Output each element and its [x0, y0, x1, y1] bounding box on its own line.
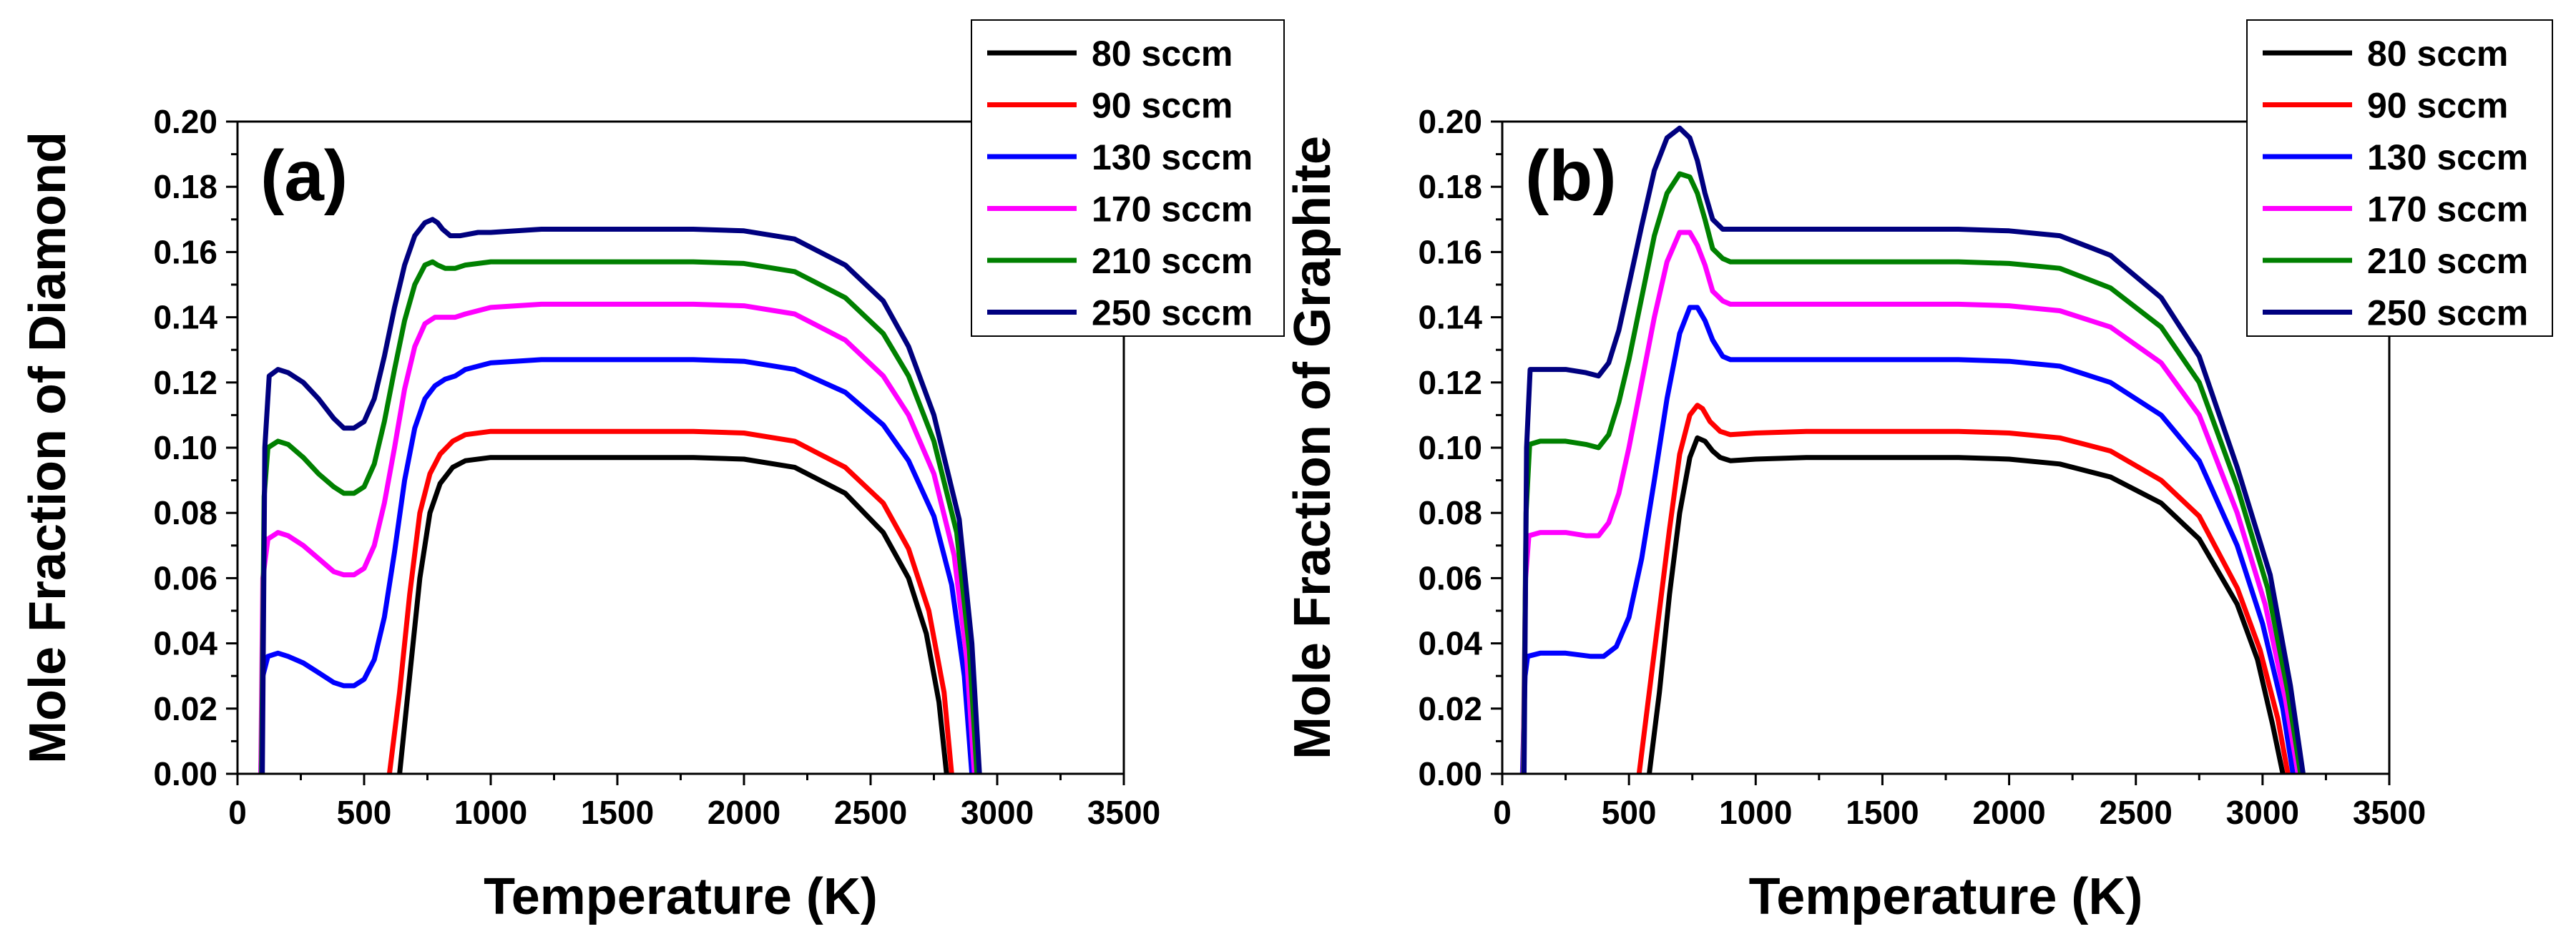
legend: 80 sccm 90 sccm 130 sccm 170 sccm 210 sccm 25… — [2246, 19, 2553, 337]
series-line-170-sccm — [1520, 230, 2301, 774]
x-tick-label: 3500 — [1087, 794, 1160, 831]
legend-entry: 80 sccm — [2367, 34, 2508, 74]
x-tick-label: 1000 — [454, 794, 527, 831]
y-tick-label: 0.12 — [153, 364, 217, 401]
series-line-210-sccm — [259, 259, 980, 774]
x-axis-title: Temperature (K) — [484, 868, 878, 925]
x-tick-label: 0 — [1493, 794, 1512, 831]
series-line-80-sccm — [397, 455, 949, 774]
legend-entry: 130 sccm — [1092, 137, 1253, 177]
x-tick-label: 1000 — [1719, 794, 1792, 831]
y-tick-label: 0.18 — [1418, 168, 1482, 205]
y-tick-label: 0.14 — [153, 299, 217, 336]
legend-entry: 130 sccm — [2367, 137, 2528, 177]
x-tick-label: 2500 — [834, 794, 907, 831]
series-line-210-sccm — [1521, 171, 2303, 774]
x-tick-label: 500 — [337, 794, 392, 831]
y-tick-label: 0.10 — [1418, 429, 1482, 466]
legend-entry: 210 sccm — [1092, 241, 1253, 281]
panel-label: (a) — [260, 136, 348, 216]
y-tick-label: 0.16 — [1418, 233, 1482, 270]
series-line-170-sccm — [258, 301, 977, 774]
y-tick-label: 0.00 — [1418, 755, 1482, 792]
series-line-130-sccm — [1519, 305, 2296, 774]
y-tick-label: 0.18 — [153, 168, 217, 205]
panel-label: (b) — [1525, 136, 1617, 216]
series-line-90-sccm — [1636, 403, 2291, 774]
legend-box — [2246, 19, 2553, 337]
y-tick-label: 0.20 — [153, 103, 217, 140]
legend-entry: 170 sccm — [2367, 190, 2528, 230]
x-tick-label: 2000 — [1972, 794, 2045, 831]
x-tick-label: 0 — [228, 794, 247, 831]
x-tick-label: 3000 — [2226, 794, 2299, 831]
x-tick-label: 1500 — [581, 794, 654, 831]
chart-panel-b: 0 500 1000 1500 2000 2500 3000 3500 0.00 0.02 0.04… — [1284, 19, 2553, 925]
series-line-130-sccm — [258, 357, 975, 774]
series-line-80-sccm — [1647, 435, 2286, 774]
y-axis-title: Mole Fraction of Diamond — [19, 132, 77, 764]
y-axis-title: Mole Fraction of Graphite — [1284, 136, 1341, 760]
y-tick-label: 0.04 — [1418, 625, 1482, 662]
y-tick-label: 0.20 — [1418, 103, 1482, 140]
y-tick-label: 0.10 — [153, 429, 217, 466]
legend-entry: 210 sccm — [2367, 241, 2528, 281]
legend: 80 sccm 90 sccm 130 sccm 170 sccm 210 sccm 25… — [971, 19, 1285, 337]
y-tick-label: 0.12 — [1418, 364, 1482, 401]
x-tick-label: 3500 — [2353, 794, 2426, 831]
y-tick-label: 0.02 — [1418, 690, 1482, 727]
legend-entry: 90 sccm — [1092, 86, 1233, 126]
y-tick-label: 0.14 — [1418, 299, 1482, 336]
y-tick-label: 0.16 — [153, 233, 217, 270]
series-group — [258, 217, 982, 774]
x-tick-label: 2500 — [2100, 794, 2173, 831]
series-group — [1519, 125, 2306, 774]
legend-box — [971, 19, 1285, 337]
x-tick-label: 3000 — [961, 794, 1034, 831]
legend-entry: 170 sccm — [1092, 190, 1253, 230]
series-line-90-sccm — [386, 428, 954, 774]
x-tick-label: 1500 — [1846, 794, 1919, 831]
x-tick-label: 500 — [1602, 794, 1657, 831]
y-tick-label: 0.08 — [153, 494, 217, 531]
chart-panel-a: 0 500 1000 1500 2000 2500 3000 3500 0.00 0.02 0.04… — [19, 19, 1285, 925]
series-line-250-sccm — [260, 217, 982, 774]
legend-entry: 250 sccm — [2367, 293, 2528, 333]
y-tick-label: 0.04 — [153, 625, 217, 662]
y-tick-label: 0.06 — [1418, 559, 1482, 596]
y-tick-label: 0.00 — [153, 755, 217, 792]
y-tick-label: 0.02 — [153, 690, 217, 727]
legend-entry: 80 sccm — [1092, 34, 1233, 74]
x-axis-title: Temperature (K) — [1749, 868, 2143, 925]
legend-entry: 90 sccm — [2367, 86, 2508, 126]
series-line-250-sccm — [1522, 125, 2306, 774]
legend-entry: 250 sccm — [1092, 293, 1253, 333]
y-tick-label: 0.08 — [1418, 494, 1482, 531]
x-tick-label: 2000 — [707, 794, 780, 831]
y-tick-label: 0.06 — [153, 559, 217, 596]
